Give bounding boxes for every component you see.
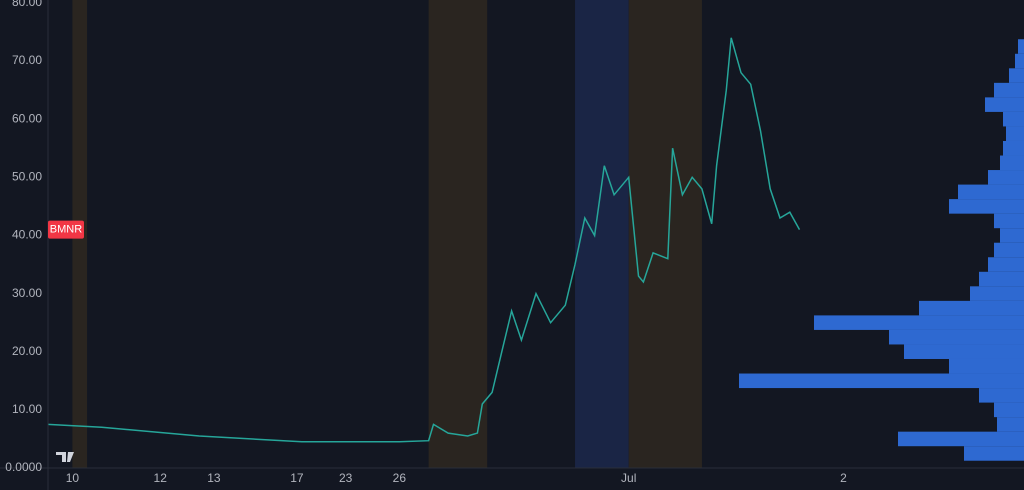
session-band — [628, 0, 702, 468]
profile-bar — [1000, 155, 1024, 171]
profile-bar — [898, 431, 1024, 447]
profile-bar — [997, 417, 1024, 432]
profile-bar — [904, 344, 1024, 359]
price-line — [47, 37, 801, 443]
profile-bar — [994, 242, 1024, 258]
profile-bar — [919, 300, 1024, 316]
profile-bar — [988, 257, 1024, 272]
symbol-badge — [48, 220, 84, 239]
profile-bar — [1000, 228, 1024, 243]
symbol-label: BMNR — [50, 224, 82, 236]
y-tick-label: 30.00 — [12, 286, 42, 300]
x-tick-label: Jul — [621, 471, 636, 485]
profile-bar — [1018, 39, 1024, 54]
profile-bar — [1003, 140, 1024, 156]
profile-bar — [979, 271, 1024, 287]
profile-bar — [970, 286, 1024, 301]
profile-bar — [994, 402, 1024, 418]
x-tick-label: 2 — [840, 471, 847, 485]
profile-bar — [814, 315, 1024, 330]
profile-bar — [964, 446, 1024, 461]
profile-bar — [994, 82, 1024, 98]
profile-bar — [949, 358, 1024, 374]
logo — [56, 452, 74, 462]
profile-bar — [1006, 126, 1024, 141]
session-band — [428, 0, 488, 468]
y-tick-label: 80.00 — [12, 0, 42, 9]
x-tick-label: 10 — [66, 471, 80, 485]
profile-bar — [958, 184, 1024, 200]
y-tick-label: 40.00 — [12, 228, 42, 242]
profile-bar — [739, 373, 1024, 389]
session-band — [575, 0, 629, 468]
y-tick-label: 0.0000 — [5, 460, 42, 474]
x-tick-label: 17 — [290, 471, 304, 485]
x-tick-label: 23 — [339, 471, 353, 485]
profile-bar — [985, 97, 1024, 112]
profile-bar — [889, 329, 1024, 345]
y-tick-label: 20.00 — [12, 344, 42, 358]
profile-bar — [988, 170, 1024, 185]
x-tick-label: 12 — [154, 471, 168, 485]
y-tick-label: 50.00 — [12, 169, 42, 183]
y-tick-label: 10.00 — [12, 402, 42, 416]
y-tick-label: 60.00 — [12, 111, 42, 125]
x-tick-label: 26 — [393, 471, 407, 485]
x-tick-label: 13 — [207, 471, 221, 485]
profile-bar — [979, 388, 1024, 403]
profile-bar — [994, 213, 1024, 229]
profile-bar — [1015, 53, 1024, 69]
profile-bar — [949, 199, 1024, 214]
profile-bar — [1009, 68, 1024, 83]
profile-bar — [1003, 111, 1024, 127]
y-tick-label: 70.00 — [12, 53, 42, 67]
